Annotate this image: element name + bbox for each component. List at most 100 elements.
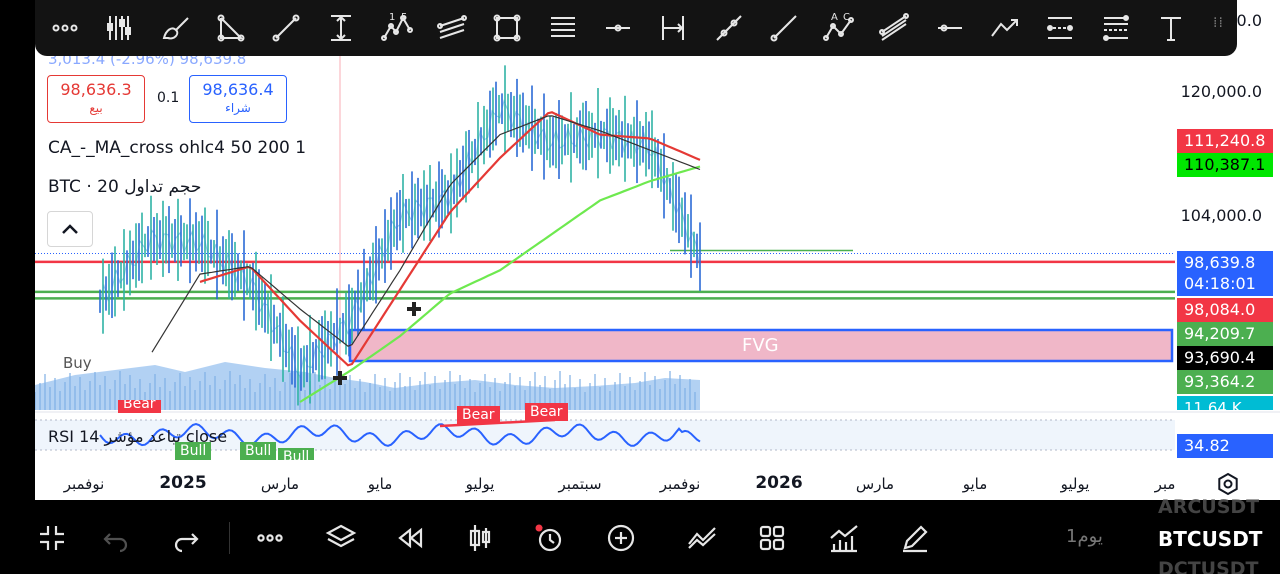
undo-icon (103, 533, 128, 553)
time-axis-label: سبتمبر (558, 475, 602, 493)
time-axis-label: مارس (260, 475, 300, 493)
price-label-green-upper: 94,209.7 (1177, 322, 1273, 346)
volume-legend[interactable]: BTC · حجم تداول 20 (48, 177, 201, 197)
bear-divergence-tag: Bear (118, 400, 161, 413)
triangle-pattern-icon (217, 14, 245, 42)
tool-parallel-channel[interactable] (434, 10, 470, 46)
tool-polyline[interactable] (987, 10, 1023, 46)
compare-button[interactable] (684, 520, 720, 556)
price-range-icon (331, 15, 352, 41)
drawing-toolbar: 1 5 A C ⁞⁞ (35, 0, 1237, 56)
chart-area[interactable] (35, 0, 1280, 500)
tool-horizontal-line[interactable] (932, 10, 968, 46)
candle-style-icon (469, 525, 491, 551)
price-label-green-lower: 93,364.2 (1177, 370, 1273, 394)
replay-button[interactable] (392, 520, 428, 556)
brush-icon (162, 17, 189, 40)
interval-selector[interactable]: 1يوم (1066, 526, 1103, 547)
collapse-legend-button[interactable] (47, 211, 93, 247)
undo-button[interactable] (98, 520, 134, 556)
layers-icon (325, 524, 357, 548)
volume-fill (35, 362, 700, 410)
more-tools-icon (52, 24, 78, 32)
fullscreen-button[interactable] (34, 520, 70, 556)
volume-label: حجم تداول (124, 177, 202, 197)
drawing-button[interactable] (897, 520, 933, 556)
tool-horizontal-ray[interactable] (600, 10, 636, 46)
compare-icon (688, 527, 716, 549)
more-icon (257, 534, 283, 542)
symbol-selector[interactable]: BTCUSDT (1158, 527, 1263, 551)
buy-button[interactable]: 98,636.4 شراء (189, 75, 287, 123)
tool-indicator-bars[interactable] (102, 10, 138, 46)
lines-bundle-icon (550, 17, 575, 37)
time-axis[interactable]: نوفمبر 2025 مارس مايو يوليو سبتمبر نوفمبر 2026 م… (35, 462, 1280, 500)
layers-button[interactable] (323, 520, 359, 556)
tool-brush[interactable] (158, 10, 194, 46)
tool-price-range[interactable] (323, 10, 359, 46)
sell-button[interactable]: 98,636.3 بيع (47, 75, 145, 123)
tool-date-range[interactable] (655, 10, 691, 46)
more-button[interactable] (252, 520, 288, 556)
time-axis-label: يوليو (465, 475, 495, 493)
bull-divergence-tag: Bull (175, 442, 212, 460)
polyline-icon (991, 19, 1019, 37)
ma-line-ma-200 (299, 165, 701, 403)
chevron-up-icon (62, 224, 78, 234)
tool-label-a: A (831, 12, 838, 23)
regression-trend-icon (1047, 17, 1074, 39)
next-symbol[interactable]: DCTUSDT (1158, 558, 1259, 574)
rsi-pane (35, 411, 1280, 451)
tool-triangle-pattern[interactable] (213, 10, 249, 46)
tool-text[interactable] (1153, 10, 1189, 46)
rectangle-icon (493, 14, 521, 42)
rsi-value-label: 34.82 (1177, 434, 1273, 458)
indicators-button[interactable] (826, 520, 862, 556)
price-label-volume: 11.64 K (1177, 396, 1273, 410)
tool-lines-bundle[interactable] (545, 10, 581, 46)
price-chart[interactable] (35, 0, 1280, 500)
tool-rectangle[interactable] (489, 10, 525, 46)
bear-divergence-tag: Bear (457, 406, 500, 424)
alerts-icon (535, 524, 562, 552)
tool-fib-channel[interactable] (876, 10, 912, 46)
tool-label-b: 5 (401, 12, 407, 23)
tool-fib-retracement[interactable] (1098, 10, 1134, 46)
redo-icon (174, 533, 199, 553)
add-icon (607, 524, 635, 552)
tool-trend-line[interactable] (268, 10, 304, 46)
ma-cross-legend[interactable]: CA_-_MA_cross ohlc4 50 200 1 (48, 138, 307, 158)
bottom-toolbar: 1يوم ARCUSDT BTCUSDT DCTUSDT (0, 496, 1280, 574)
time-axis-label: نوفمبر (659, 475, 701, 493)
bull-divergence-tag: Bull (278, 448, 315, 460)
drawing-icon (903, 525, 928, 553)
time-axis-label: مبر (1154, 475, 1176, 493)
ray-icon (770, 15, 797, 42)
add-button[interactable] (603, 520, 639, 556)
layouts-button[interactable] (754, 520, 790, 556)
candle-style-button[interactable] (462, 520, 498, 556)
redo-button[interactable] (168, 520, 204, 556)
toolbar-grip-icon[interactable]: ⁞⁞ (1213, 15, 1224, 31)
previous-symbol[interactable]: ARCUSDT (1158, 496, 1260, 518)
time-axis-label: 2026 (755, 473, 803, 493)
tool-ray[interactable] (766, 10, 802, 46)
signal-line (151, 115, 701, 353)
fib-retracement-icon (1102, 15, 1129, 41)
tool-label-b: C (843, 12, 850, 23)
alerts-button[interactable] (532, 520, 568, 556)
price-label-last-price: 98,639.8 (1177, 251, 1273, 275)
settings-icon[interactable] (1216, 472, 1240, 496)
rsi-legend[interactable]: RSI تباعد مؤشر 14 close (48, 427, 228, 446)
tool-regression-trend[interactable] (1042, 10, 1078, 46)
time-axis-label: يوليو (1060, 475, 1090, 493)
tool-more-tools[interactable] (47, 10, 83, 46)
buy-price: 98,636.4 (202, 80, 274, 99)
horizontal-ray-icon (605, 24, 630, 32)
tool-extended-line[interactable] (711, 10, 747, 46)
buy-label: شراء (225, 101, 251, 115)
